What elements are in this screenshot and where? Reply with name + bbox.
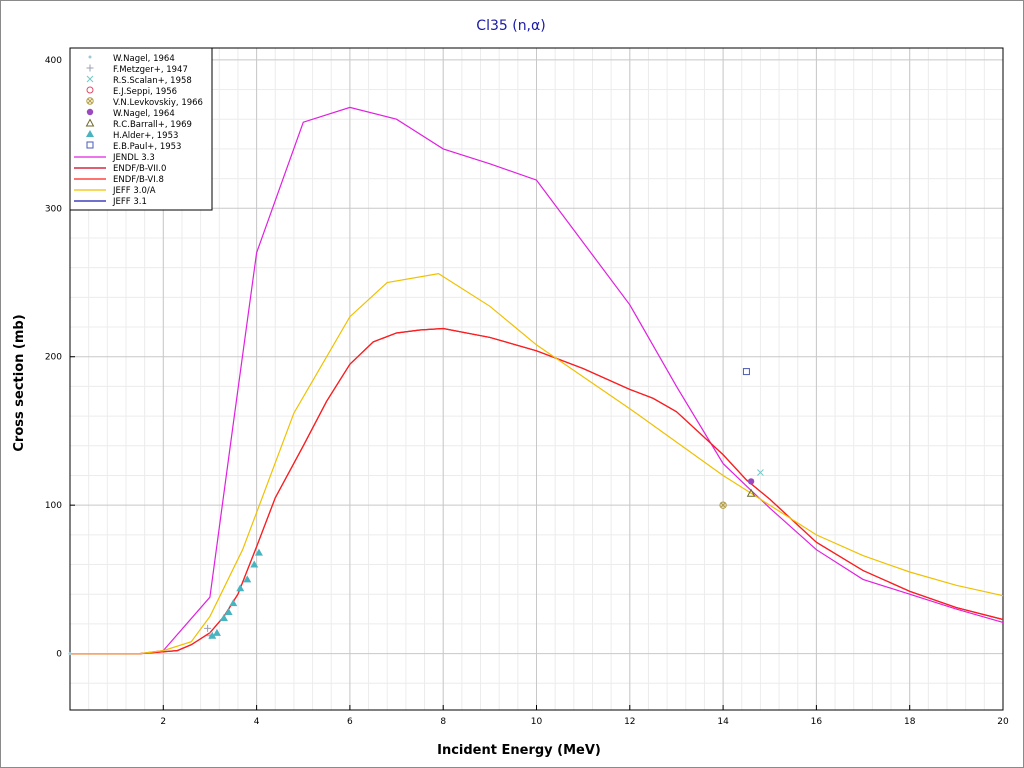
y-tick-label: 300: [45, 204, 62, 214]
y-axis-label: Cross section (mb): [12, 314, 27, 451]
grid-lines: [70, 48, 1004, 710]
legend-marker-2: [86, 75, 94, 83]
legend-label: JENDL 3.3: [112, 153, 155, 163]
legend-label: V.N.Levkovskiy, 1966: [113, 98, 203, 108]
legend-label: JEFF 3.1: [112, 197, 147, 207]
x-tick-label: 2: [160, 717, 166, 727]
experimental-point-7: [208, 631, 217, 639]
legend-label: W.Nagel, 1964: [113, 54, 175, 64]
series-line-0: [70, 106, 1004, 655]
legend-label: W.Nagel, 1964: [113, 109, 175, 119]
x-tick-label: 8: [440, 717, 446, 727]
x-tick-label: 4: [254, 717, 260, 727]
chart-title: Cl35 (n,α): [476, 18, 545, 34]
legend-marker-0: [88, 55, 92, 59]
legend-box: [69, 47, 213, 211]
experimental-point-7: [219, 613, 228, 621]
legend-marker-5: [86, 108, 94, 116]
legend-marker-1: [86, 64, 94, 72]
experimental-point-5: [747, 478, 755, 485]
y-tick-label: 0: [56, 650, 62, 660]
experimental-point-7: [236, 584, 245, 592]
experimental-point-8: [742, 368, 750, 376]
experimental-point-7: [250, 560, 259, 568]
x-tick-label: 12: [624, 717, 635, 727]
legend-label: R.C.Barrall+, 1969: [113, 120, 192, 130]
legend-label: E.J.Seppi, 1956: [113, 87, 177, 97]
series-line-3: [70, 272, 1004, 655]
experimental-point-7: [254, 548, 263, 556]
legend-label: F.Metzger+, 1947: [113, 65, 188, 75]
experimental-point-2: [757, 469, 764, 476]
x-tick-label: 6: [347, 717, 353, 727]
x-tick-label: 10: [531, 717, 543, 727]
y-tick-label: 100: [45, 501, 62, 511]
experimental-point-7: [224, 608, 233, 616]
legend-label: JEFF 3.0/A: [112, 186, 156, 196]
legend-marker-3: [86, 86, 94, 94]
x-tick-label: 20: [997, 717, 1009, 727]
experimental-point-7: [212, 628, 221, 636]
y-tick-label: 200: [45, 353, 62, 363]
legend-marker-7: [86, 130, 94, 137]
experimental-point-1: [204, 624, 212, 632]
x-axis-label: Incident Energy (MeV): [437, 743, 601, 758]
legend-marker-8: [86, 141, 94, 149]
experimental-point-0: [68, 652, 72, 656]
legend-label: H.Alder+, 1953: [113, 131, 178, 141]
y-tick-label: 400: [45, 56, 62, 66]
legend-label: ENDF/B-VII.0: [113, 164, 166, 174]
legend-marker-6: [85, 118, 95, 127]
experimental-point-7: [243, 575, 252, 583]
x-tick-label: 16: [811, 717, 823, 727]
legend-marker-4: [86, 97, 94, 105]
legend-label: R.S.Scalan+, 1958: [113, 76, 192, 86]
x-tick-label: 18: [904, 717, 916, 727]
experimental-point-6: [746, 488, 756, 497]
legend-label: ENDF/B-VI.8: [113, 175, 164, 185]
experimental-point-7: [229, 599, 238, 607]
experimental-point-4: [719, 501, 727, 509]
x-tick-label: 14: [717, 717, 729, 727]
experimental-points: [68, 368, 764, 656]
legend-label: E.B.Paul+, 1953: [113, 142, 181, 152]
